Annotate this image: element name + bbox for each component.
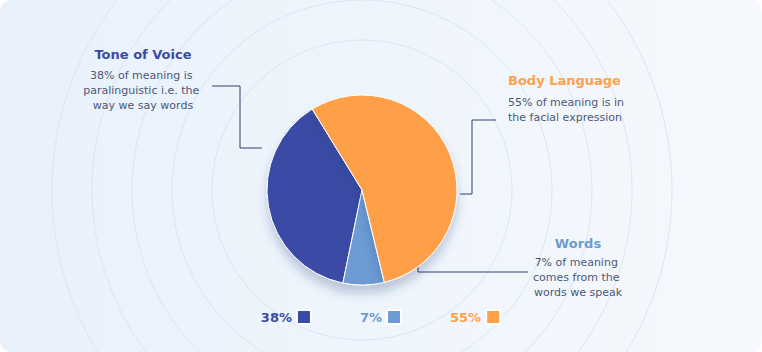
svg-text:Tone of Voice: Tone of Voice	[94, 47, 191, 62]
svg-text:Body Language: Body Language	[508, 73, 621, 88]
svg-text:7% of meaning: 7% of meaning	[535, 256, 622, 269]
svg-text:comes from the: comes from the	[533, 271, 623, 284]
svg-text:paralinguistic i.e. the: paralinguistic i.e. the	[83, 84, 203, 97]
svg-text:way we say words: way we say words	[93, 99, 194, 112]
svg-text:Words: Words	[555, 236, 602, 251]
svg-text:55%: 55%	[450, 310, 481, 325]
svg-text:words we speak: words we speak	[534, 286, 623, 299]
svg-text:55% of meaning is in: 55% of meaning is in	[508, 96, 628, 109]
svg-text:7%: 7%	[360, 310, 382, 325]
svg-text:38%: 38%	[261, 310, 292, 325]
svg-text:the facial expression: the facial expression	[508, 111, 622, 124]
svg-text:38% of meaning is: 38% of meaning is	[90, 69, 196, 82]
